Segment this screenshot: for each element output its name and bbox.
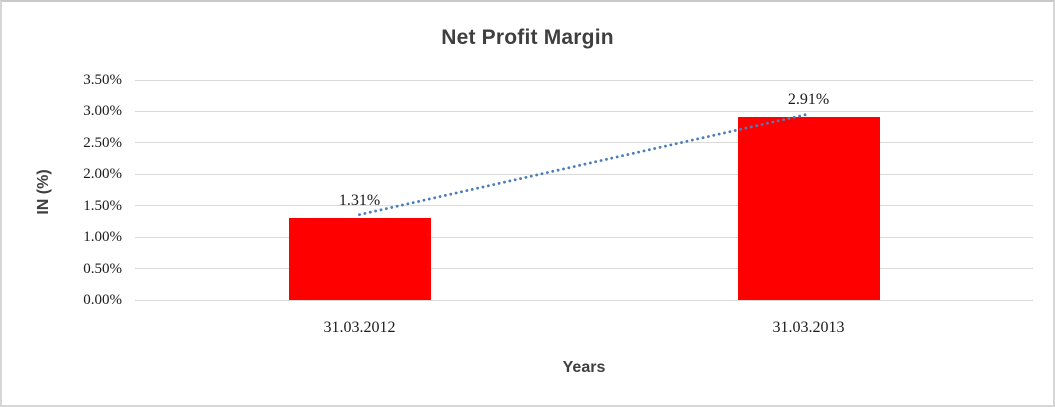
y-axis-tick-label: 0.00% xyxy=(83,292,122,308)
bar-31.03.2012 xyxy=(288,217,431,300)
bar-31.03.2013 xyxy=(737,117,880,300)
x-axis-title: Years xyxy=(562,359,606,376)
gridline xyxy=(135,79,1033,81)
bar-data-label: 2.91% xyxy=(787,91,830,109)
trendline xyxy=(358,112,810,217)
y-axis-tick-label: 2.00% xyxy=(83,166,122,183)
gridline xyxy=(135,142,1033,144)
y-axis-tick-label: 3.50% xyxy=(83,72,122,88)
trendline-line xyxy=(358,112,810,217)
y-axis-tick-label: 1.50% xyxy=(83,197,122,214)
chart-title: Net Profit Margin xyxy=(441,26,614,49)
gridline xyxy=(135,205,1033,207)
x-axis-category-label: 31.03.2013 xyxy=(772,319,845,336)
y-axis-tick-label: 2.50% xyxy=(83,134,122,151)
bar-data-label: 1.31% xyxy=(338,191,381,209)
gridline xyxy=(135,268,1033,270)
y-axis-tick-label: 0.50% xyxy=(83,260,122,277)
gridline xyxy=(135,110,1033,112)
gridline xyxy=(135,299,1033,301)
gridline xyxy=(135,173,1033,175)
gridline xyxy=(135,236,1033,238)
y-axis-tick-label: 3.00% xyxy=(83,103,122,120)
plot-area xyxy=(135,79,1033,301)
y-axis-tick-label: 1.00% xyxy=(83,229,122,246)
x-axis-category-label: 31.03.2012 xyxy=(323,319,396,336)
